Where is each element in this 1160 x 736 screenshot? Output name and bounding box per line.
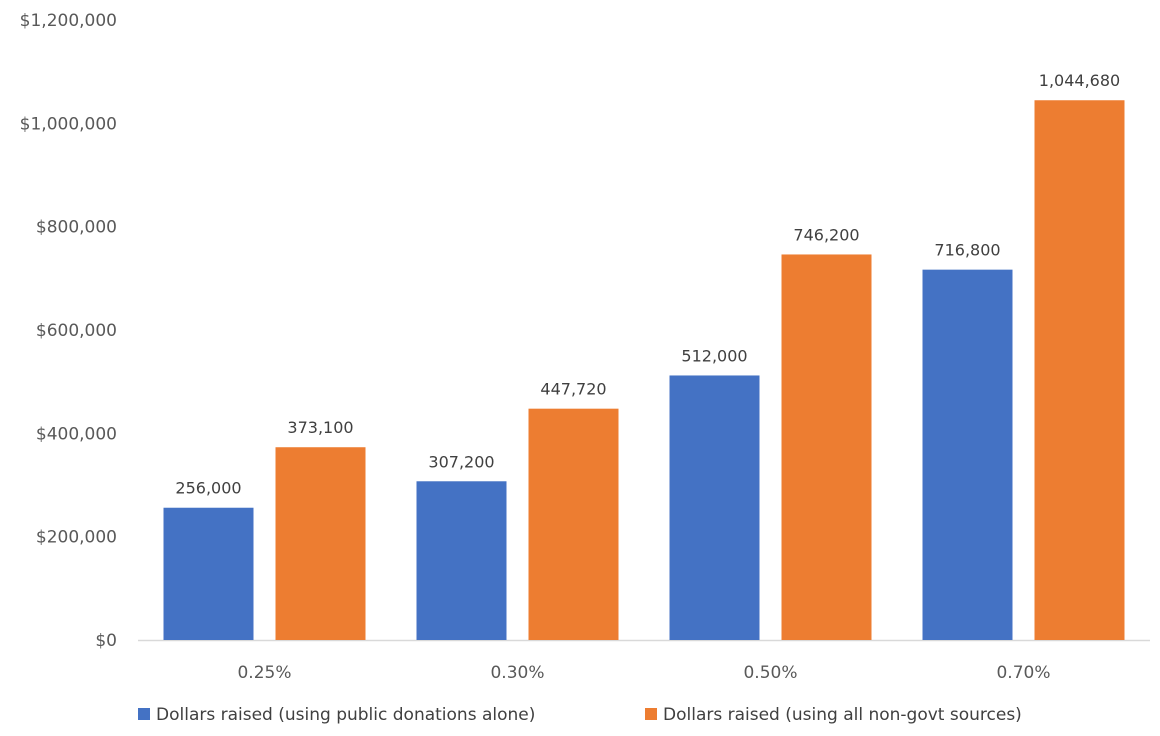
x-tick-label: 0.30% bbox=[490, 663, 544, 683]
data-label-series-0-1: 307,200 bbox=[428, 452, 494, 471]
data-label-series-0-2: 512,000 bbox=[681, 346, 747, 365]
data-label-series-0-0: 256,000 bbox=[175, 479, 241, 498]
bar-series-1-0 bbox=[275, 447, 366, 640]
x-axis-tick-labels: 0.25% 0.30% 0.50% 0.70% bbox=[237, 663, 1050, 683]
bars bbox=[163, 100, 1125, 641]
y-tick-label: $800,000 bbox=[36, 218, 117, 238]
bar-series-0-1 bbox=[416, 481, 507, 640]
x-tick-label: 0.25% bbox=[237, 663, 291, 683]
x-tick-label: 0.50% bbox=[743, 663, 797, 683]
bar-series-0-2 bbox=[669, 375, 760, 640]
bar-series-0-0 bbox=[163, 507, 254, 640]
y-tick-label: $1,000,000 bbox=[20, 114, 117, 134]
legend: Dollars raised (using public donations a… bbox=[138, 705, 1022, 725]
y-axis-tick-labels: $0 $200,000 $400,000 $600,000 $800,000 $1,000… bbox=[20, 11, 117, 651]
legend-label-1: Dollars raised (using all non-govt sourc… bbox=[663, 705, 1022, 725]
legend-swatch-0 bbox=[138, 708, 150, 720]
y-tick-label: $0 bbox=[95, 631, 117, 651]
x-tick-label: 0.70% bbox=[996, 663, 1050, 683]
legend-swatch-1 bbox=[645, 708, 657, 720]
legend-label-0: Dollars raised (using public donations a… bbox=[156, 705, 535, 725]
y-tick-label: $200,000 bbox=[36, 528, 117, 548]
data-label-series-1-0: 373,100 bbox=[287, 418, 353, 437]
bar-series-1-2 bbox=[781, 254, 872, 641]
bar-series-1-3 bbox=[1034, 100, 1125, 641]
data-label-series-1-3: 1,044,680 bbox=[1039, 71, 1120, 90]
y-tick-label: $600,000 bbox=[36, 321, 117, 341]
data-label-series-0-3: 716,800 bbox=[934, 241, 1000, 260]
y-tick-label: $400,000 bbox=[36, 424, 117, 444]
bar-series-1-1 bbox=[528, 408, 619, 640]
data-label-series-1-1: 447,720 bbox=[540, 380, 606, 399]
data-label-series-1-2: 746,200 bbox=[793, 225, 859, 244]
y-tick-label: $1,200,000 bbox=[20, 11, 117, 31]
data-labels: 256,000 373,100 307,200 447,720 512,000 746,2… bbox=[175, 71, 1120, 497]
bar-series-0-3 bbox=[922, 269, 1013, 640]
